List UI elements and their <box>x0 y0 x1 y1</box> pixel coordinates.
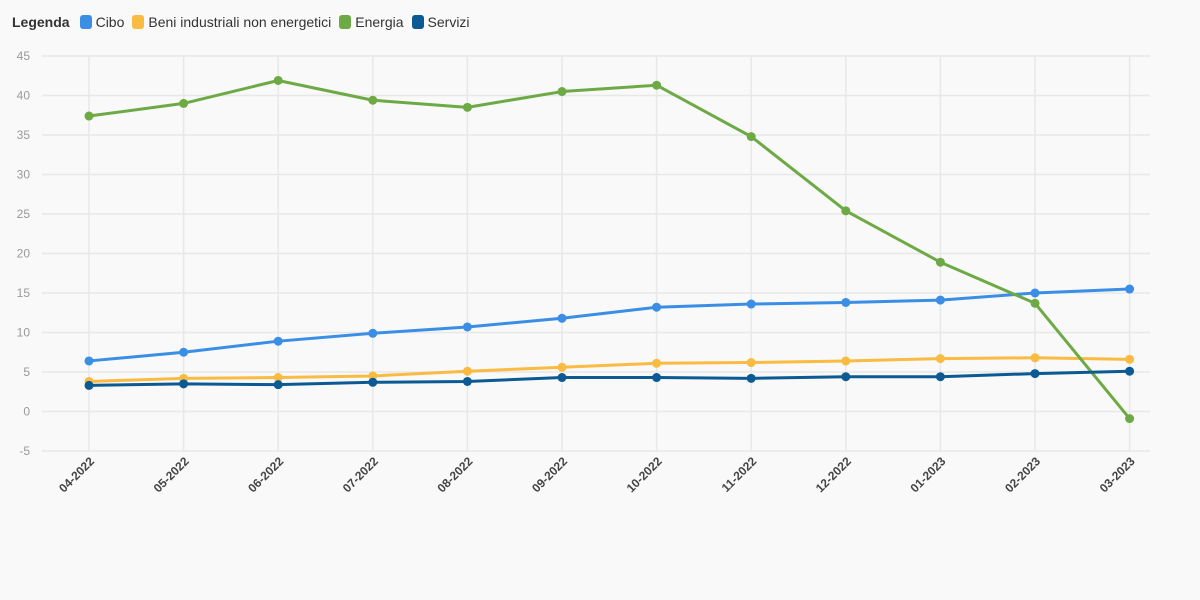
data-point-3 <box>652 373 662 383</box>
legend-item-servizi[interactable]: Servizi <box>411 12 470 32</box>
x-tick-label: 03-2023 <box>1097 454 1138 495</box>
data-point-0 <box>1125 284 1135 294</box>
x-tick-label: 11-2022 <box>719 454 760 495</box>
legend-label-energia: Energia <box>355 14 404 30</box>
data-point-0 <box>557 313 567 323</box>
y-tick-label: 25 <box>17 207 31 221</box>
data-point-3 <box>557 373 567 383</box>
data-point-3 <box>179 379 189 389</box>
x-tick-label: 04-2022 <box>56 454 97 495</box>
data-point-1 <box>462 366 472 376</box>
data-point-2 <box>84 111 94 121</box>
series-line-1 <box>88 356 1130 383</box>
data-point-2 <box>652 80 662 90</box>
data-point-3 <box>84 380 94 390</box>
legend-item-beni-industriali[interactable]: Beni industriali non energetici <box>132 12 331 32</box>
data-point-3 <box>368 377 378 387</box>
data-point-0 <box>462 322 472 332</box>
data-point-3 <box>1030 369 1040 379</box>
data-point-0 <box>841 297 851 307</box>
y-tick-label: -5 <box>19 444 30 458</box>
legend-swatch-beni-industriali <box>132 15 145 29</box>
data-point-3 <box>841 372 851 382</box>
y-tick-label: 20 <box>17 247 31 261</box>
data-point-0 <box>652 302 662 312</box>
legend-label-beni-industriali: Beni industriali non energetici <box>148 14 332 30</box>
y-tick-label: 0 <box>23 405 30 419</box>
y-tick-label: 30 <box>17 168 31 182</box>
legend-item-energia[interactable]: Energia <box>339 12 404 32</box>
data-point-1 <box>557 362 567 372</box>
x-tick-label: 12-2022 <box>813 454 854 495</box>
data-point-2 <box>841 206 851 216</box>
x-tick-label: 10-2022 <box>624 454 665 495</box>
x-tick-label: 09-2022 <box>529 454 570 495</box>
data-point-2 <box>1030 298 1040 308</box>
data-point-2 <box>273 75 283 85</box>
x-tick-label: 06-2022 <box>245 454 286 495</box>
data-point-0 <box>179 347 189 357</box>
x-tick-label: 08-2022 <box>434 454 475 495</box>
data-point-1 <box>746 358 756 368</box>
y-tick-label: 40 <box>17 89 31 103</box>
series-line-2 <box>88 78 1131 420</box>
data-point-0 <box>368 328 378 338</box>
x-tick-label: 05-2022 <box>151 454 192 495</box>
data-point-2 <box>557 87 567 97</box>
y-tick-label: 10 <box>17 326 31 340</box>
data-point-1 <box>368 371 378 381</box>
data-point-0 <box>935 295 945 305</box>
data-point-1 <box>652 358 662 368</box>
data-point-2 <box>746 132 756 142</box>
y-tick-label: 35 <box>17 128 31 142</box>
data-point-2 <box>462 102 472 112</box>
data-point-0 <box>84 356 94 366</box>
legend-swatch-servizi <box>411 15 424 29</box>
x-tick-label: 02-2023 <box>1002 454 1043 495</box>
data-point-3 <box>1125 366 1135 376</box>
data-point-3 <box>273 380 283 390</box>
data-point-0 <box>273 336 283 346</box>
data-point-3 <box>935 372 945 382</box>
data-point-2 <box>368 95 378 105</box>
data-point-1 <box>841 356 851 366</box>
y-tick-label: 15 <box>17 286 31 300</box>
data-point-2 <box>935 257 945 267</box>
x-tick-label: 01-2023 <box>907 454 948 495</box>
legend-swatch-cibo <box>79 15 92 29</box>
data-point-1 <box>1030 353 1040 363</box>
data-point-3 <box>462 376 472 386</box>
legend-label-cibo: Cibo <box>95 14 125 30</box>
data-point-1 <box>1125 354 1135 364</box>
legend-label-servizi: Servizi <box>427 14 470 30</box>
y-tick-label: 45 <box>17 49 31 63</box>
data-point-2 <box>179 98 189 108</box>
data-point-1 <box>273 373 283 383</box>
series-line-0 <box>88 287 1130 363</box>
legend-title: Legenda <box>12 14 70 30</box>
y-tick-label: 5 <box>23 365 30 379</box>
data-point-1 <box>935 354 945 364</box>
data-point-0 <box>746 299 756 309</box>
legend-item-cibo[interactable]: Cibo <box>79 12 125 32</box>
data-point-3 <box>746 373 756 383</box>
x-tick-label: 07-2022 <box>340 454 381 495</box>
legend: Legenda Cibo Beni industriali non energe… <box>12 12 470 32</box>
legend-swatch-energia <box>339 15 352 29</box>
data-point-0 <box>1030 288 1040 298</box>
series-line-3 <box>88 369 1130 387</box>
data-point-2 <box>1125 414 1135 424</box>
